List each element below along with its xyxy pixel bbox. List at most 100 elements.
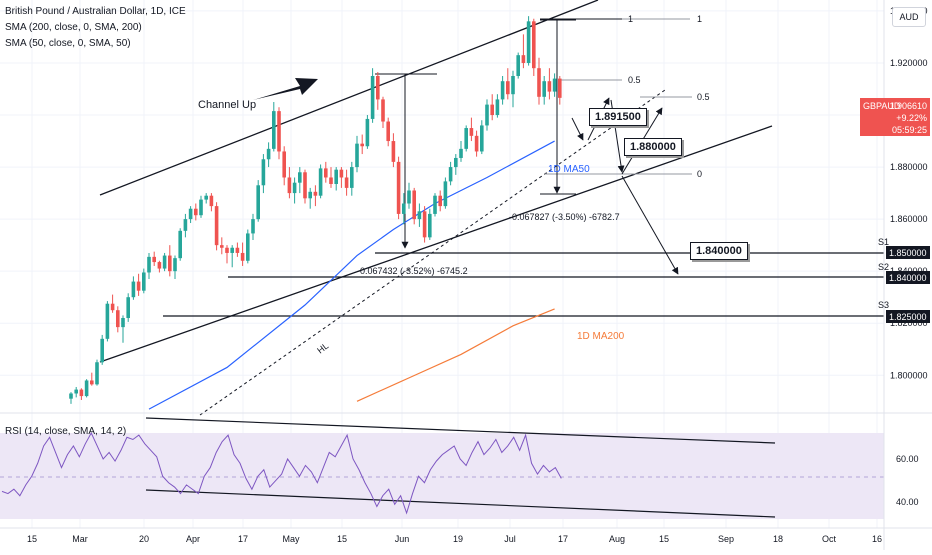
x-axis: 15 Mar 20 Apr 17 May 15 Jun 19 Jul 17 Aug 15 Sep 18 Oct… [27, 534, 882, 544]
candle-body [136, 281, 141, 291]
candle-body [500, 81, 505, 100]
candle-body [235, 247, 240, 253]
candles [69, 16, 562, 404]
currency-button[interactable]: AUD [892, 7, 926, 27]
candle-body [110, 303, 115, 311]
x-tick-label: 16 [872, 534, 882, 544]
rsi-band [0, 433, 884, 519]
candle-body [417, 211, 422, 220]
s1-price-tag-bg [886, 246, 930, 259]
sma50-legend[interactable]: SMA (50, close, 0, SMA, 50) [5, 38, 131, 49]
candle-body [131, 281, 136, 298]
candle-body [214, 206, 219, 246]
target-tag-3: 1.840000 [690, 242, 748, 260]
badge-countdown: 05:59:25 [891, 125, 927, 135]
candle-body [308, 191, 312, 199]
x-tick-label: 15 [27, 534, 37, 544]
candle-body [90, 380, 94, 385]
candle-body [162, 255, 167, 269]
fib-1-label: 1 [628, 14, 633, 24]
candle-body [542, 81, 546, 97]
candle-body [443, 181, 448, 207]
y-tick-label: 1.860000 [890, 214, 928, 224]
x-tick-label: Mar [72, 534, 88, 544]
candle-body [532, 21, 536, 69]
candle-body [448, 167, 453, 182]
candle-body [147, 256, 151, 273]
fib-05-label: 0.5 [628, 75, 641, 85]
s1-price-tag: 1.850000 [889, 248, 927, 258]
x-tick-label: 19 [453, 534, 463, 544]
candle-body [558, 78, 562, 98]
s2-label: S2 [878, 262, 889, 272]
candle-body [350, 167, 354, 188]
candle-body [474, 135, 479, 152]
candle-body [183, 219, 188, 231]
candle-body [84, 380, 89, 397]
x-tick-label: 15 [337, 534, 347, 544]
fib-1b-label: 1 [697, 14, 702, 24]
measure2-label: -0.067827 (-3.50%) -6782.7 [509, 212, 620, 222]
candle-body [459, 148, 463, 158]
candle-body [495, 99, 500, 116]
fib-0-label: 0 [697, 169, 702, 179]
candle-body [537, 68, 541, 97]
candle-body [272, 111, 276, 149]
y-tick-label: 1.920000 [890, 58, 928, 68]
x-tick-label: 15 [659, 534, 669, 544]
candle-body [204, 195, 208, 200]
rsi-polyline [1, 431, 562, 515]
candle-body [298, 172, 302, 183]
candle-body [391, 141, 396, 162]
candle-body [173, 258, 177, 272]
candle-body [95, 362, 99, 385]
candle-body [251, 219, 255, 234]
candle-body [464, 128, 468, 149]
x-tick-label: May [282, 534, 300, 544]
candle-body [438, 195, 442, 207]
sma200-legend[interactable]: SMA (200, close, 0, SMA, 200) [5, 22, 142, 33]
candle-body [313, 191, 318, 196]
hl-dashed-line [199, 89, 666, 416]
candle-body [303, 172, 307, 199]
candle-body [506, 81, 510, 95]
rsi-tick-label: 40.00 [896, 497, 919, 507]
candle-body [282, 151, 286, 178]
candle-body [511, 75, 515, 95]
current-price-badge: GBPAUD 1.906610 +9.22% 05:59:25 [860, 98, 930, 136]
candle-body [344, 177, 349, 188]
y-tick-label: 1.880000 [890, 162, 928, 172]
candle-body [194, 208, 198, 216]
channel-upper-line [99, 0, 599, 196]
candle-body [292, 182, 297, 194]
sma50-line [148, 140, 555, 410]
candle-body [168, 255, 172, 272]
ma50-label: 1D MA50 [548, 164, 590, 175]
candle-body [526, 21, 531, 63]
badge-change: +9.22% [896, 113, 927, 123]
candle-body [178, 230, 182, 259]
candle-body [480, 125, 484, 152]
candle-body [552, 78, 557, 92]
x-tick-label: Apr [186, 534, 200, 544]
candle-body [428, 213, 432, 238]
x-tick-label: Jul [504, 534, 516, 544]
rsi-channel-upper [145, 417, 776, 444]
x-tick-label: Oct [822, 534, 837, 544]
badge-price: 1.906610 [889, 101, 927, 111]
candle-body [334, 169, 338, 184]
candle-body [220, 245, 224, 248]
rsi-tick-label: 60.00 [896, 454, 919, 464]
candle-body [360, 143, 364, 147]
rsi-line [1, 431, 562, 515]
y-axis: 1.9400001.9200001.9000001.8800001.860000… [890, 6, 928, 380]
symbol-legend[interactable]: British Pound / Australian Dollar, 1D, I… [5, 6, 186, 17]
candle-body [370, 75, 375, 119]
s2-price-tag: 1.840000 [889, 273, 927, 283]
candle-body [266, 148, 271, 160]
rsi-channel-lower [145, 489, 776, 518]
s3-price-tag-bg [886, 310, 930, 323]
channel-lower-line [99, 125, 773, 363]
